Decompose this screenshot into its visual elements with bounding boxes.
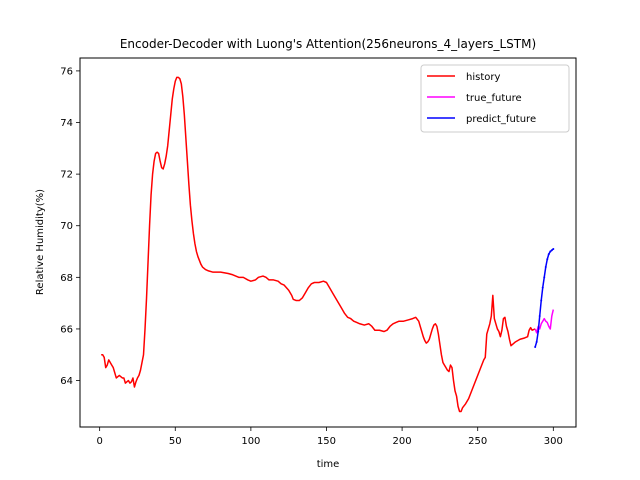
legend-label: true_future bbox=[466, 93, 522, 104]
data-point bbox=[543, 276, 546, 279]
data-point bbox=[550, 249, 553, 252]
y-tick-label: 70 bbox=[60, 221, 73, 232]
y-tick-label: 76 bbox=[60, 66, 73, 77]
legend-label: predict_future bbox=[466, 114, 536, 125]
x-tick-label: 100 bbox=[241, 436, 260, 447]
data-point bbox=[540, 299, 543, 302]
legend: history true_future predict_future bbox=[420, 64, 570, 133]
axes-frame bbox=[79, 57, 577, 428]
chart-title: Encoder-Decoder with Luong's Attention(2… bbox=[120, 37, 536, 51]
x-axis-label: time bbox=[317, 459, 340, 470]
data-point bbox=[544, 266, 547, 269]
legend-label: history bbox=[466, 72, 500, 83]
plot-area bbox=[101, 76, 555, 413]
y-tick-label: 72 bbox=[60, 170, 73, 181]
x-axis: 0 50 100 150 200 250 300 bbox=[96, 427, 563, 447]
legend-box bbox=[420, 64, 570, 133]
x-tick-label: 250 bbox=[468, 436, 487, 447]
x-tick-label: 0 bbox=[96, 436, 102, 447]
y-tick-label: 74 bbox=[60, 118, 73, 129]
y-axis-label: Relative Humidity(%) bbox=[35, 189, 46, 295]
x-tick-label: 200 bbox=[393, 436, 412, 447]
x-tick-label: 300 bbox=[544, 436, 563, 447]
data-point bbox=[552, 247, 555, 250]
data-point bbox=[549, 250, 552, 253]
y-tick-label: 64 bbox=[60, 376, 73, 387]
x-tick-label: 150 bbox=[317, 436, 336, 447]
y-tick-label: 66 bbox=[60, 324, 73, 335]
data-point bbox=[537, 330, 540, 333]
data-point bbox=[547, 253, 550, 256]
y-tick-label: 68 bbox=[60, 273, 73, 284]
x-tick-label: 50 bbox=[169, 436, 182, 447]
data-point bbox=[535, 340, 538, 343]
data-point bbox=[534, 346, 537, 349]
series-line-history bbox=[101, 76, 536, 413]
data-point bbox=[546, 258, 549, 261]
data-point bbox=[538, 315, 541, 318]
y-axis: 64 66 68 70 72 74 76 bbox=[60, 66, 80, 387]
data-point bbox=[541, 286, 544, 289]
